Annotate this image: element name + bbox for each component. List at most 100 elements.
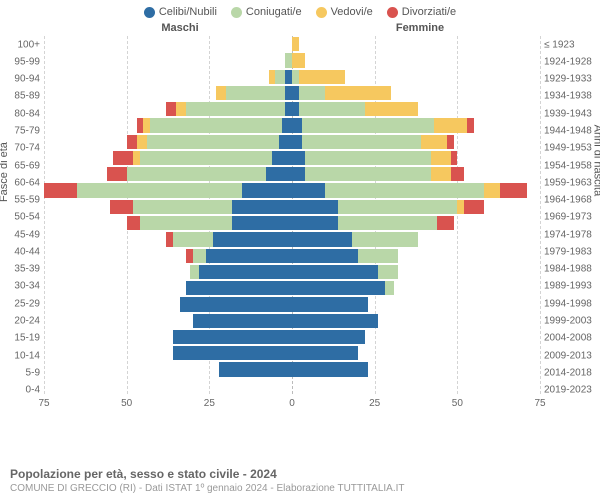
male-half xyxy=(44,361,292,377)
bar-seg-married xyxy=(338,200,457,214)
legend-item: Coniugati/e xyxy=(231,6,302,18)
bar-row xyxy=(44,52,540,68)
bar-seg-married xyxy=(305,151,431,165)
bar-seg-single xyxy=(285,86,292,100)
female-half xyxy=(292,264,540,280)
bar-seg-widowed xyxy=(299,70,345,84)
male-half xyxy=(44,345,292,361)
age-band-label: 100+ xyxy=(17,39,40,50)
bar-seg-single xyxy=(285,102,292,116)
bar-seg-widowed xyxy=(269,70,276,84)
birth-band-label: 1959-1963 xyxy=(544,177,592,188)
bar-seg-single xyxy=(292,86,299,100)
bar-seg-married xyxy=(378,265,398,279)
bar-seg-married xyxy=(190,265,200,279)
bar-seg-widowed xyxy=(292,53,305,67)
age-band-label: 20-24 xyxy=(14,316,40,327)
bar-seg-married xyxy=(302,135,421,149)
male-half xyxy=(44,231,292,247)
bar-seg-single xyxy=(272,151,292,165)
female-half xyxy=(292,85,540,101)
bar-seg-married xyxy=(299,86,325,100)
bar-seg-widowed xyxy=(143,118,150,132)
birth-band-label: 1964-1968 xyxy=(544,195,592,206)
bar-seg-married xyxy=(77,183,242,197)
bar-seg-single xyxy=(292,135,302,149)
male-half xyxy=(44,264,292,280)
female-half xyxy=(292,134,540,150)
bar-seg-divorced xyxy=(437,216,454,230)
legend-label: Celibi/Nubili xyxy=(159,6,217,18)
bar-seg-married xyxy=(385,281,395,295)
bar-seg-single xyxy=(242,183,292,197)
female-half xyxy=(292,150,540,166)
legend-label: Coniugati/e xyxy=(246,6,302,18)
bar-seg-widowed xyxy=(484,183,501,197)
male-half xyxy=(44,313,292,329)
birth-band-label: 1989-1993 xyxy=(544,281,592,292)
male-half xyxy=(44,69,292,85)
male-half xyxy=(44,150,292,166)
bar-row xyxy=(44,101,540,117)
legend-swatch xyxy=(231,7,242,18)
bar-seg-single xyxy=(193,314,292,328)
bar-row xyxy=(44,361,540,377)
bar-seg-widowed xyxy=(292,37,299,51)
bar-seg-widowed xyxy=(176,102,186,116)
birth-band-label: 1949-1953 xyxy=(544,143,592,154)
male-half xyxy=(44,101,292,117)
bar-seg-single xyxy=(292,314,378,328)
age-band-label: 85-89 xyxy=(14,91,40,102)
male-half xyxy=(44,199,292,215)
birth-band-label: 1984-1988 xyxy=(544,264,592,275)
bar-seg-single xyxy=(199,265,292,279)
bar-row xyxy=(44,264,540,280)
bar-row xyxy=(44,215,540,231)
chart-area: Fasce di età Anni di nascita 100+95-9990… xyxy=(0,36,600,416)
bar-seg-married xyxy=(150,118,282,132)
legend-swatch xyxy=(316,7,327,18)
legend-label: Vedovi/e xyxy=(331,6,373,18)
birth-band-label: ≤ 1923 xyxy=(544,39,575,50)
y-axis-left: 100+95-9990-9485-8980-8475-7970-7465-696… xyxy=(0,36,44,416)
bar-seg-divorced xyxy=(451,151,458,165)
bar-row xyxy=(44,231,540,247)
birth-band-label: 2004-2008 xyxy=(544,333,592,344)
male-half xyxy=(44,166,292,182)
bar-seg-single xyxy=(173,346,292,360)
chart-container: Celibi/NubiliConiugati/eVedovi/eDivorzia… xyxy=(0,0,600,500)
bar-seg-divorced xyxy=(451,167,464,181)
age-band-label: 35-39 xyxy=(14,264,40,275)
male-half xyxy=(44,248,292,264)
bar-seg-married xyxy=(133,200,232,214)
bar-seg-single xyxy=(285,70,292,84)
bar-seg-married xyxy=(127,167,266,181)
female-half xyxy=(292,345,540,361)
bar-row xyxy=(44,248,540,264)
age-band-label: 30-34 xyxy=(14,281,40,292)
birth-band-label: 1924-1928 xyxy=(544,56,592,67)
bar-seg-divorced xyxy=(107,167,127,181)
bar-seg-single xyxy=(292,330,365,344)
bar-seg-married xyxy=(147,135,279,149)
bar-seg-widowed xyxy=(457,200,464,214)
bar-seg-single xyxy=(186,281,292,295)
age-band-label: 75-79 xyxy=(14,126,40,137)
bar-row xyxy=(44,296,540,312)
bar-seg-married xyxy=(352,232,418,246)
birth-band-label: 1954-1958 xyxy=(544,160,592,171)
male-half xyxy=(44,117,292,133)
bar-seg-widowed xyxy=(133,151,140,165)
bar-seg-married xyxy=(226,86,286,100)
grid-line xyxy=(540,36,541,394)
bar-row xyxy=(44,36,540,52)
bar-row xyxy=(44,69,540,85)
female-half xyxy=(292,215,540,231)
bar-seg-married xyxy=(299,102,365,116)
male-half xyxy=(44,85,292,101)
female-half xyxy=(292,313,540,329)
age-band-label: 45-49 xyxy=(14,229,40,240)
age-band-label: 95-99 xyxy=(14,56,40,67)
bar-seg-divorced xyxy=(166,232,173,246)
bar-seg-divorced xyxy=(464,200,484,214)
